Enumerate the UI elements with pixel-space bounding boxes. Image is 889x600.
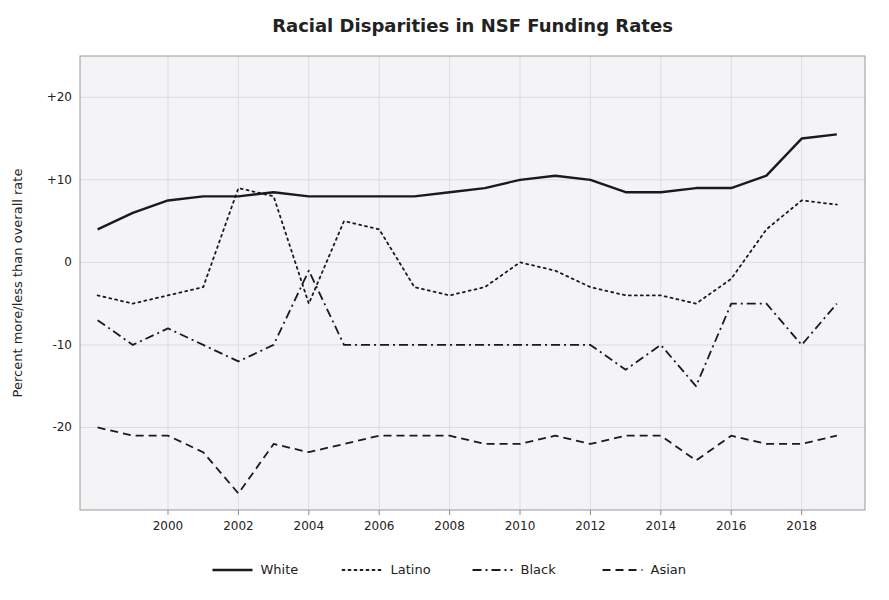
x-tick [801,510,802,515]
x-tick-label: 2012 [575,519,606,533]
x-tick [308,510,309,515]
x-tick-label: 2014 [646,519,677,533]
y-grid-line [80,344,865,345]
x-grid-line [520,56,521,510]
x-tick [731,510,732,515]
y-tick-label: +10 [47,173,72,187]
x-grid-line [238,56,239,510]
x-grid-line [449,56,450,510]
legend-swatch [603,569,643,571]
x-grid-line [590,56,591,510]
series-line [98,427,837,493]
grid [80,56,865,510]
x-grid-line [308,56,309,510]
y-grid-line [80,262,865,263]
x-tick [238,510,239,515]
x-grid-line [801,56,802,510]
y-grid-line [80,179,865,180]
x-tick-label: 2006 [364,519,395,533]
x-tick-label: 2004 [294,519,325,533]
plot-area [80,56,865,510]
y-tick-label: 0 [64,255,72,269]
x-grid-line [168,56,169,510]
title: Racial Disparities in NSF Funding Rates [272,15,673,36]
legend-label: White [261,562,299,577]
series-line [98,188,837,304]
x-grid-line [379,56,380,510]
plot-frame [80,56,865,510]
legend-swatch [213,569,253,571]
x-tick-label: 2002 [223,519,254,533]
y-grid-line [80,427,865,428]
x-tick [660,510,661,515]
legend-swatch [343,569,383,571]
x-tick-label: 2010 [505,519,536,533]
legend-label: Black [521,562,557,577]
lines [98,134,837,493]
x-tick [520,510,521,515]
x-tick [379,510,380,515]
x-tick [168,510,169,515]
legend-swatch [473,569,513,571]
series-line [98,134,837,229]
x-tick-label: 2018 [786,519,817,533]
y-axis-label: Percent more/less than overall rate [10,169,25,398]
x-tick-label: 2016 [716,519,747,533]
legend: White Latino Black Asian [213,562,686,577]
y-grid-line [80,97,865,98]
series-line [98,271,837,387]
x-grid-line [731,56,732,510]
chart: -20 -10 0 +10 +20 2000 2002 2004 2006 2008 2010 201… [0,0,889,600]
y-tick-label: +20 [47,90,72,104]
y-tick-label: -10 [52,338,72,352]
x-grid-line [660,56,661,510]
x-tick-label: 2000 [153,519,184,533]
legend-label: Asian [651,562,686,577]
y-tick-label: -20 [52,420,72,434]
x-tick [449,510,450,515]
x-tick [590,510,591,515]
legend-label: Latino [391,562,431,577]
x-tick-label: 2008 [434,519,465,533]
